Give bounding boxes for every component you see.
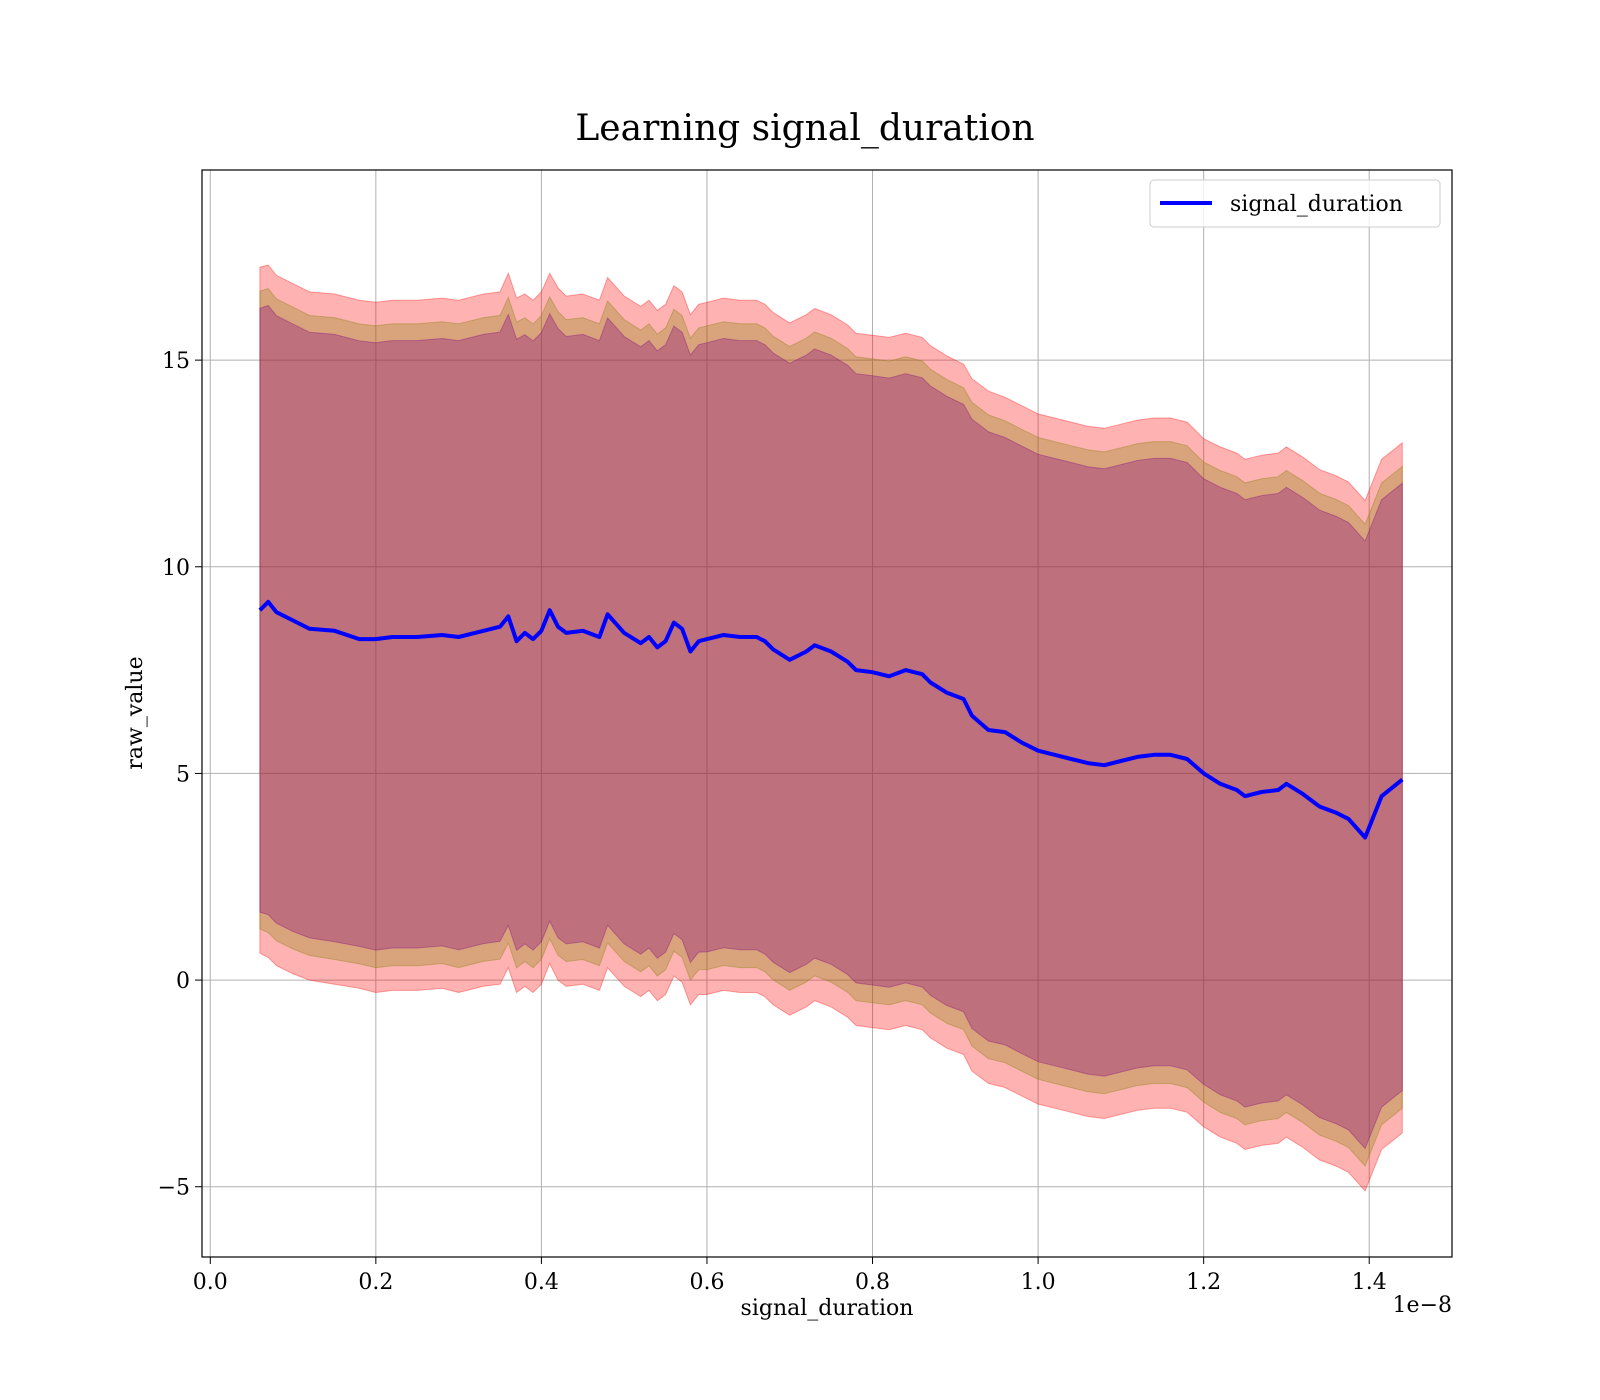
x-tick-label: 0.8 <box>855 1270 890 1295</box>
x-axis-offset-label: 1e−8 <box>1393 1293 1452 1318</box>
x-tick-label: 0.0 <box>193 1270 228 1295</box>
y-tick-label: 5 <box>176 762 190 787</box>
series-lines <box>258 599 1404 840</box>
y-axis-title: raw_value <box>123 656 148 769</box>
band-middle <box>259 288 1403 1168</box>
y-tick-label: 0 <box>176 969 190 994</box>
series-line-signal-duration <box>258 599 1404 840</box>
x-axis-title: signal_duration <box>741 1296 914 1321</box>
legend-label: signal_duration <box>1230 192 1403 217</box>
x-tick-label: 0.6 <box>689 1270 724 1295</box>
x-tick-label: 0.4 <box>524 1270 559 1295</box>
band-inner <box>259 304 1403 1150</box>
x-tick-label: 0.2 <box>358 1270 393 1295</box>
confidence-bands <box>259 264 1403 1192</box>
axis-ticks: 0.0 0.2 0.4 0.6 0.8 1.0 1.2 1.4 −5 0 5 10 15 <box>158 349 1387 1295</box>
x-tick-label: 1.4 <box>1352 1270 1387 1295</box>
legend: signal_duration <box>1149 179 1441 228</box>
legend-box <box>1149 179 1441 228</box>
plot-frame <box>201 169 1453 1258</box>
grid <box>202 170 1452 1257</box>
y-tick-label: 15 <box>162 349 190 374</box>
y-tick-label: 10 <box>162 556 190 581</box>
chart-title: Learning signal_duration <box>575 108 1034 149</box>
y-tick-label: −5 <box>158 1176 190 1201</box>
x-tick-label: 1.0 <box>1021 1270 1056 1295</box>
x-tick-label: 1.2 <box>1186 1270 1221 1295</box>
band-outer <box>259 264 1403 1192</box>
